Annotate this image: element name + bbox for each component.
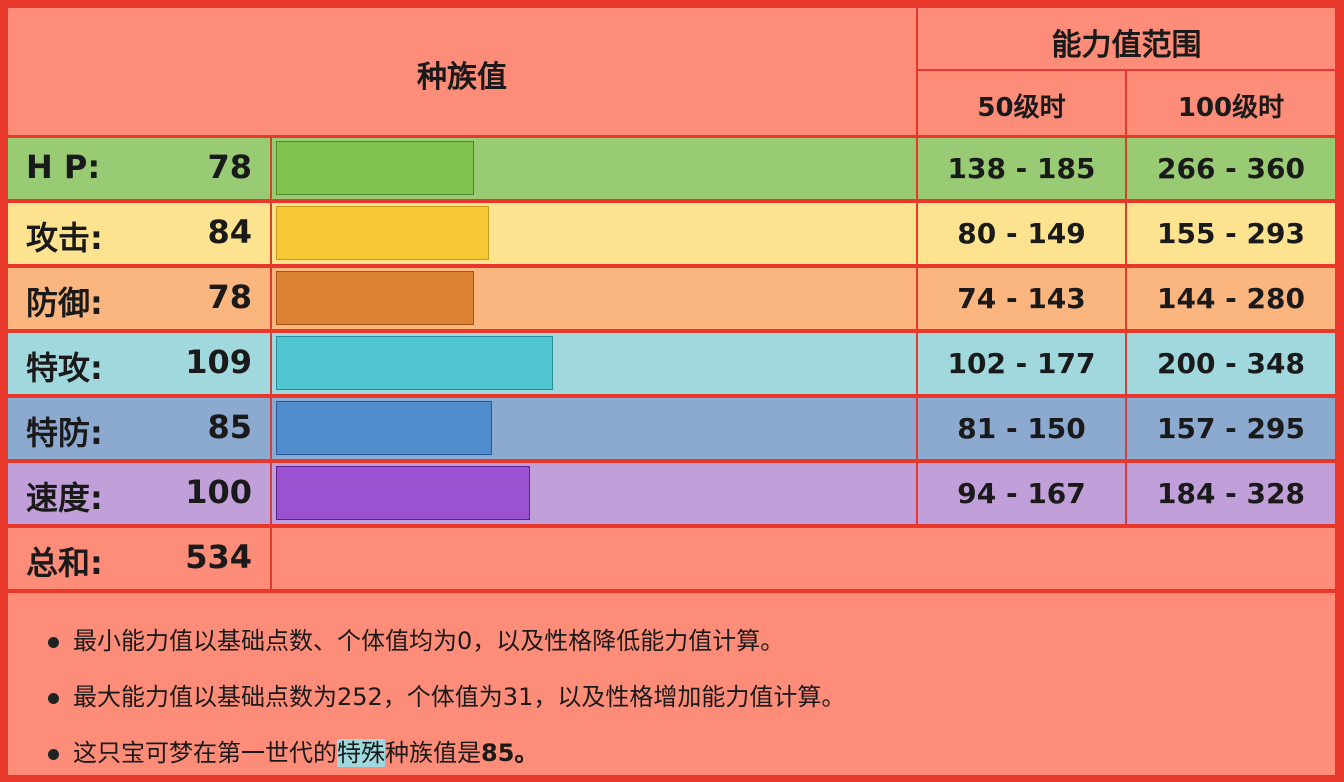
stat-value: 78 [207,278,252,316]
total-value: 534 [185,538,252,576]
range-lv50: 102 - 177 [947,347,1096,380]
stat-label: 防御: [26,284,103,322]
total-label: 总和: [26,544,103,582]
range-lv50: 80 - 149 [957,217,1086,250]
header-cell: 种族值 [8,8,916,135]
range-lv50: 94 - 167 [957,477,1086,510]
range-cell: 266 - 360 [1127,138,1335,199]
bar-cell [272,138,916,199]
stat-bar [276,141,475,195]
range-cell: 74 - 143 [918,268,1125,329]
range-lv100: 155 - 293 [1156,217,1305,250]
range-cell: 138 - 185 [918,138,1125,199]
bar-cell [272,398,916,459]
stat-label: 特防: [26,414,103,452]
notes-cell: 最小能力值以基础点数、个体值均为0，以及性格降低能力值计算。最大能力值以基础点数… [8,593,1335,775]
note-text: 种族值是 [385,739,481,767]
stat-label-cell: 攻击: 84 [8,203,270,264]
note: 这只宝可梦在第一世代的特殊种族值是85。 [48,733,538,768]
bar-cell [272,268,916,329]
stat-label-cell: 防御: 78 [8,268,270,329]
range-lv50: 74 - 143 [957,282,1086,315]
stat-label: H P: [26,148,101,186]
range-lv50: 81 - 150 [957,412,1086,445]
stat-value: 84 [207,213,252,251]
note-text: 85 [481,739,515,767]
range-cell: 94 - 167 [918,463,1125,524]
range-lv100: 200 - 348 [1156,347,1305,380]
note: 最大能力值以基础点数为252，个体值为31，以及性格增加能力值计算。 [48,677,845,712]
header-text: 50级时 [977,93,1066,123]
bullet [48,636,59,648]
range-lv50: 138 - 185 [947,152,1096,185]
header-cell: 100级时 [1127,71,1335,135]
stat-bar [276,271,475,325]
range-cell: 184 - 328 [1127,463,1335,524]
stat-bar [276,466,530,520]
range-cell: 102 - 177 [918,333,1125,394]
stat-label: 特攻: [26,349,103,387]
range-cell: 144 - 280 [1127,268,1335,329]
header-text: 种族值 [417,60,507,95]
bar-cell [272,463,916,524]
bar-cell [272,333,916,394]
note-text: 特殊 [337,739,385,767]
note: 最小能力值以基础点数、个体值均为0，以及性格降低能力值计算。 [48,621,784,656]
stat-value: 78 [207,148,252,186]
bullet [48,692,59,704]
note-text: 最小能力值以基础点数、个体值均为0，以及性格降低能力值计算。 [73,627,785,655]
bullet [48,748,59,760]
range-cell: 155 - 293 [1127,203,1335,264]
total-empty-cell [272,528,1335,589]
header-cell: 能力值范围 [918,8,1335,69]
total-label-cell: 总和: 534 [8,528,270,589]
header-cell: 50级时 [918,71,1125,135]
stat-label: 攻击: [26,219,103,257]
range-lv100: 266 - 360 [1156,152,1305,185]
range-cell: 157 - 295 [1127,398,1335,459]
stat-label-cell: H P: 78 [8,138,270,199]
range-cell: 81 - 150 [918,398,1125,459]
stat-bar [276,206,490,260]
stat-bar [276,401,492,455]
range-lv100: 144 - 280 [1156,282,1305,315]
stat-bar [276,336,553,390]
stat-label: 速度: [26,479,103,517]
note-text: 最大能力值以基础点数为252，个体值为31，以及性格增加能力值计算。 [73,683,846,711]
bar-cell [272,203,916,264]
range-lv100: 184 - 328 [1156,477,1305,510]
note-text: 这只宝可梦在第一世代的 [73,739,337,767]
range-cell: 200 - 348 [1127,333,1335,394]
stat-label-cell: 特攻: 109 [8,333,270,394]
stat-value: 85 [207,408,252,446]
range-cell: 80 - 149 [918,203,1125,264]
stat-label-cell: 速度: 100 [8,463,270,524]
note-text: 。 [514,739,539,767]
range-lv100: 157 - 295 [1156,412,1305,445]
stat-label-cell: 特防: 85 [8,398,270,459]
stat-value: 109 [185,343,252,381]
stat-value: 100 [185,473,252,511]
header-text: 能力值范围 [1051,28,1202,63]
header-text: 100级时 [1177,93,1285,123]
